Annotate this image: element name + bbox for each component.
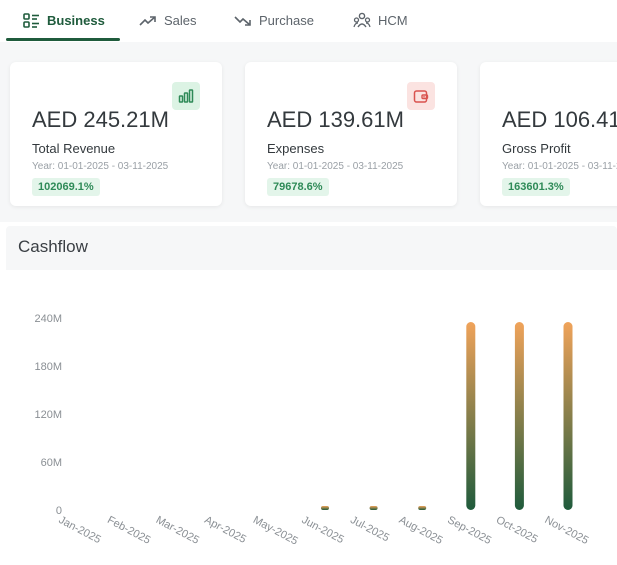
tab-business-label: Business <box>47 13 105 28</box>
tab-business[interactable]: Business <box>22 0 105 41</box>
cashflow-title: Cashflow <box>18 237 88 256</box>
cashflow-bar[interactable] <box>321 506 329 510</box>
cashflow-chart-svg: 0 60M 120M 180M 240M Jan-2025 Feb-2025 Mar-202… <box>34 313 591 548</box>
kpi-change-badge: 102069.1% <box>32 178 100 196</box>
x-tick-label: Jul-2025 <box>348 514 391 544</box>
x-tick-label: Jun-2025 <box>300 514 346 546</box>
kpi-label: Gross Profit <box>502 141 571 156</box>
cashflow-bar[interactable] <box>369 506 378 510</box>
x-tick-label: Nov-2025 <box>543 514 591 547</box>
tab-purchase-label: Purchase <box>259 13 314 28</box>
x-tick-label: Aug-2025 <box>397 514 445 547</box>
tab-sales-label: Sales <box>164 13 197 28</box>
wallet-icon <box>407 82 435 110</box>
active-tab-indicator <box>6 38 120 41</box>
kpi-card-total-revenue[interactable]: AED 245.21M Total Revenue Year: 01-01-20… <box>10 62 222 206</box>
business-icon <box>22 12 40 30</box>
kpi-card-gross-profit[interactable]: AED 106.41M Gross Profit Year: 01-01-202… <box>480 62 617 206</box>
cashflow-bar[interactable] <box>514 322 524 510</box>
cashflow-bar[interactable] <box>418 506 427 510</box>
tab-sales[interactable]: Sales <box>139 0 197 41</box>
kpi-period: Year: 01-01-2025 - 03-11-2025 <box>502 161 617 172</box>
x-tick-label: Mar-2025 <box>154 514 201 547</box>
kpi-cards: AED 245.21M Total Revenue Year: 01-01-20… <box>0 42 617 222</box>
bar-chart-icon <box>172 82 200 110</box>
cashflow-bar[interactable] <box>466 322 476 510</box>
people-icon <box>353 12 371 30</box>
kpi-period: Year: 01-01-2025 - 03-11-2025 <box>32 161 169 172</box>
x-tick-label: Feb-2025 <box>105 514 152 547</box>
y-tick-label: 240M <box>34 313 62 325</box>
cashflow-header: Cashflow <box>6 226 617 270</box>
x-tick-label: May-2025 <box>251 514 300 548</box>
kpi-label: Expenses <box>267 141 325 156</box>
cashflow-chart: 0 60M 120M 180M 240M Jan-2025 Feb-2025 Mar-202… <box>0 270 617 560</box>
kpi-period: Year: 01-01-2025 - 03-11-2025 <box>267 161 404 172</box>
x-tick-label: Apr-2025 <box>202 514 248 546</box>
tab-purchase[interactable]: Purchase <box>234 0 314 41</box>
kpi-amount: AED 106.41M <box>502 107 617 132</box>
kpi-label: Total Revenue <box>32 141 116 156</box>
kpi-amount: AED 245.21M <box>32 107 169 132</box>
tab-hcm[interactable]: HCM <box>353 0 408 41</box>
kpi-change-badge: 79678.6% <box>267 178 329 196</box>
y-tick-label: 180M <box>34 361 62 373</box>
kpi-amount: AED 139.61M <box>267 107 404 132</box>
x-tick-label: Jan-2025 <box>57 514 103 546</box>
trend-up-icon <box>139 12 157 30</box>
trend-down-icon <box>234 12 252 30</box>
module-tabs: Business Sales Purchase <box>0 0 617 43</box>
x-tick-label: Sep-2025 <box>445 514 493 547</box>
x-tick-label: Oct-2025 <box>494 514 540 546</box>
cashflow-bar[interactable] <box>563 322 573 510</box>
kpi-card-expenses[interactable]: AED 139.61M Expenses Year: 01-01-2025 - … <box>245 62 457 206</box>
y-tick-label: 60M <box>41 457 62 469</box>
y-tick-label: 120M <box>34 409 62 421</box>
tab-hcm-label: HCM <box>378 13 408 28</box>
y-tick-label: 0 <box>56 505 62 517</box>
kpi-change-badge: 163601.3% <box>502 178 570 196</box>
